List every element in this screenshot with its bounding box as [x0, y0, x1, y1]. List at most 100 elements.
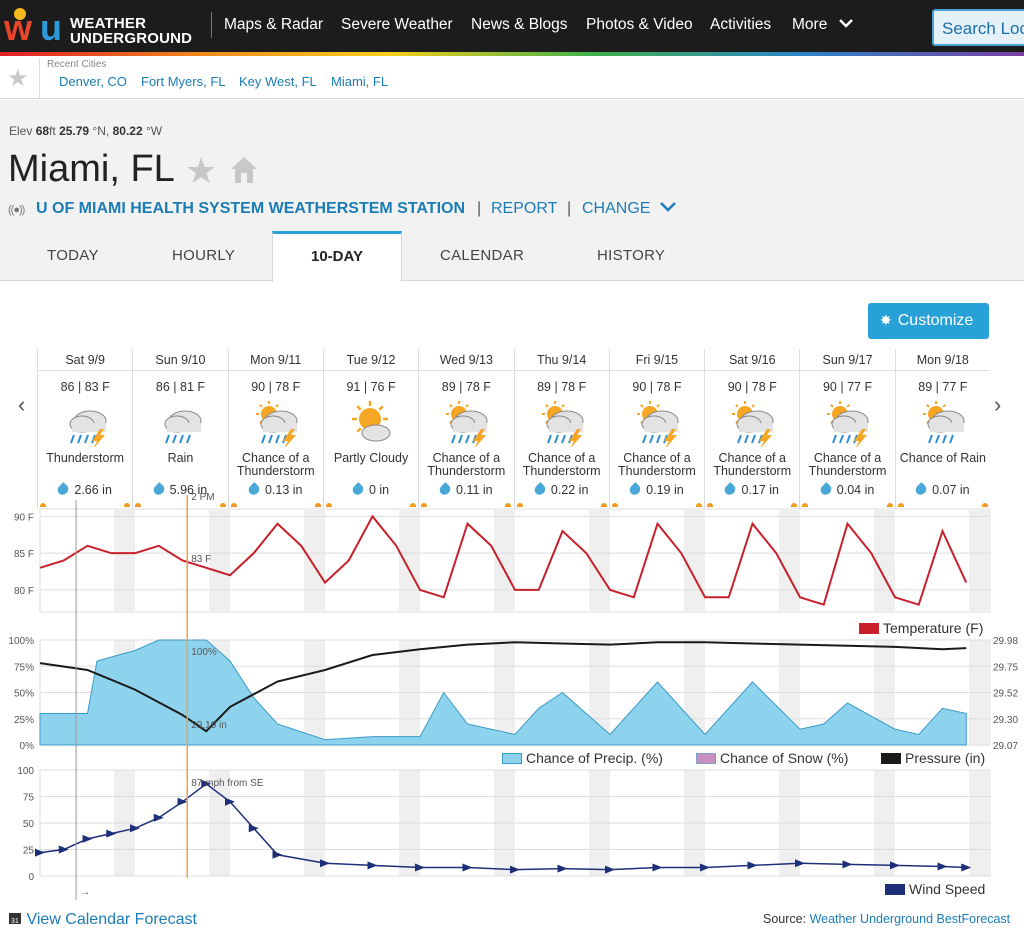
nav-more-label: More [792, 16, 828, 33]
chance-tstorm-icon [446, 401, 488, 447]
rainbow-strip [0, 52, 1024, 56]
night-band [684, 509, 705, 612]
station-name-link[interactable]: U OF MIAMI HEALTH SYSTEM WEATHERSTEM STA… [36, 200, 466, 217]
view-calendar-forecast-link[interactable]: 31 View Calendar Forecast [8, 911, 197, 929]
forecast-precip: 0.17 in [705, 482, 799, 497]
pressure-legend[interactable]: Pressure (in) [905, 750, 986, 766]
forecast-day-column[interactable]: Thu 9/14 89 | 78 F Chance of a Thunderstorm… [513, 349, 609, 509]
precip-amount: 2.66 in [74, 483, 112, 497]
condition-line: Partly Cloudy [333, 451, 409, 465]
search-input[interactable]: Search Locations [932, 9, 1024, 46]
precip-amount: 0.19 in [646, 483, 684, 497]
wind-axis-label: 25 [23, 846, 35, 857]
logo-line-1: WEATHER [70, 15, 147, 32]
sunrise-icon [707, 503, 714, 507]
forecast-precip: 2.66 in [38, 482, 132, 497]
forecast-day-label: Sun 9/17 [800, 349, 895, 371]
chance-tstorm-icon [636, 401, 679, 447]
wind-direction-arrow [890, 861, 900, 870]
sunrise-icon [40, 503, 46, 507]
forecast-day-column[interactable]: Wed 9/13 89 | 78 F Chance of a Thunderstorm… [418, 349, 514, 509]
precip-amount: 0.04 in [836, 483, 875, 497]
lat-unit: °N, [92, 124, 110, 138]
tab-history[interactable]: HISTORY [597, 247, 666, 264]
chevron-right-icon[interactable]: › [994, 392, 1002, 417]
change-station-link[interactable]: CHANGE [582, 200, 677, 218]
forecast-condition: Chance of a Thunderstorm [515, 452, 609, 478]
condition-line: Thunderstorm [808, 464, 887, 478]
tab-hourly[interactable]: HOURLY [172, 247, 236, 264]
tab-calendar[interactable]: CALENDAR [440, 247, 525, 264]
report-link[interactable]: REPORT [491, 200, 558, 217]
snow-legend[interactable]: Chance of Snow (%) [720, 750, 849, 766]
precip-amount: 0.07 in [932, 483, 970, 497]
elevation-coords: Elev 68ft 25.79 °N, 80.22 °W [9, 124, 162, 138]
svg-text:31: 31 [11, 918, 19, 925]
cursor-wind-label: 87 mph from SE [191, 778, 264, 789]
weather-underground-logo[interactable]: w u WEATHER UNDERGROUND [2, 4, 192, 48]
wind-axis-label: 0 [28, 872, 34, 883]
temperature-legend[interactable]: Temperature (F) [883, 620, 984, 636]
forecast-day-column[interactable]: Tue 9/12 91 | 76 F Partly Cloudy 0 in [322, 349, 419, 509]
forecast-day-column[interactable]: Mon 9/11 90 | 78 F Chance of a Thunderstorm… [227, 349, 323, 509]
condition-line: Chance of a [718, 451, 786, 465]
forecast-day-column[interactable]: Sun 9/10 86 | 81 F Rain 5.96 in [132, 349, 228, 509]
forecast-condition: Chance of a Thunderstorm [705, 452, 799, 478]
forecast-day-column[interactable]: Sat 9/9 86 | 83 F Thunderstorm 2.66 in [37, 349, 133, 509]
tab-today[interactable]: TODAY [47, 247, 99, 264]
nav-maps-radar[interactable]: Maps & Radar [224, 16, 324, 33]
recent-cities-label: Recent Cities [47, 59, 107, 70]
forecast-condition: Chance of Rain [896, 452, 990, 465]
sunrise-icon [802, 503, 809, 507]
forecast-condition: Rain [133, 452, 227, 465]
temp-axis-label: 80 F [14, 586, 34, 597]
night-band [209, 509, 230, 612]
nav-photos-video[interactable]: Photos & Video [586, 16, 693, 33]
nav-news-blogs[interactable]: News & Blogs [471, 16, 568, 33]
recent-city-denver[interactable]: Denver, CO [59, 74, 127, 89]
chevron-left-icon[interactable]: ‹ [18, 392, 26, 417]
pressure-line [39, 641, 967, 733]
recent-city-key-west[interactable]: Key West, FL [239, 74, 317, 89]
forecast-precip: 0.22 in [515, 482, 609, 497]
forecast-precip: 5.96 in [133, 482, 227, 497]
cursor-pressure-label: 29.19 in [191, 720, 227, 731]
forecast-day-column[interactable]: Mon 9/18 89 | 77 F Chance of Rain 0.07 in [894, 349, 990, 509]
forecast-day-column[interactable]: Fri 9/15 90 | 78 F Chance of a Thunderstorm… [608, 349, 705, 509]
condition-line: Thunderstorm [427, 464, 506, 478]
recent-city-miami[interactable]: Miami, FL [331, 74, 389, 89]
forecast-hi-lo: 86 | 81 F [155, 380, 205, 394]
precip-legend[interactable]: Chance of Precip. (%) [526, 750, 663, 766]
calendar-icon: 31 [9, 913, 21, 925]
forecast-condition: Chance of a Thunderstorm [419, 452, 513, 478]
sunrise-icon [897, 503, 904, 507]
forecast-day-column[interactable]: Sun 9/17 90 | 77 F Chance of a Thunderstorm… [799, 349, 895, 509]
sunset-icon [791, 503, 798, 507]
wind-legend[interactable]: Wind Speed [909, 881, 986, 897]
home-icon[interactable] [229, 155, 259, 185]
precip-amount: 0.22 in [550, 483, 589, 497]
wind-direction-arrow [747, 861, 758, 870]
nav-severe-weather[interactable]: Severe Weather [341, 16, 453, 33]
wind-direction-arrow [462, 863, 473, 872]
precip-axis-label: 100% [8, 636, 34, 647]
forecast-day-label: Sat 9/9 [38, 349, 133, 371]
customize-button[interactable]: ✸ Customize [868, 303, 989, 339]
forecast-hi-lo: 86 | 83 F [60, 380, 110, 394]
favorite-star-icon[interactable]: ★ [185, 150, 218, 191]
wind-direction-arrow [201, 779, 212, 788]
elev-label: Elev [9, 124, 33, 138]
nav-more[interactable]: More [792, 16, 854, 34]
favorites-star-icon[interactable]: ★ [7, 65, 29, 92]
pressure-axis-label: 29.75 [993, 662, 1018, 673]
wind-direction-arrow [700, 863, 710, 872]
bestforecast-link[interactable]: Weather Underground BestForecast [809, 912, 1011, 926]
wind-direction-arrow [58, 845, 69, 854]
cursor-precip-label: 100% [191, 647, 217, 658]
recent-city-fort-myers[interactable]: Fort Myers, FL [141, 74, 226, 89]
nav-activities[interactable]: Activities [710, 16, 772, 33]
wind-direction-arrow [225, 797, 235, 806]
wind-direction-arrow [605, 865, 615, 874]
tab-10-day[interactable]: 10-DAY [272, 231, 402, 282]
forecast-day-column[interactable]: Sat 9/16 90 | 78 F Chance of a Thunderstorm… [704, 349, 800, 509]
